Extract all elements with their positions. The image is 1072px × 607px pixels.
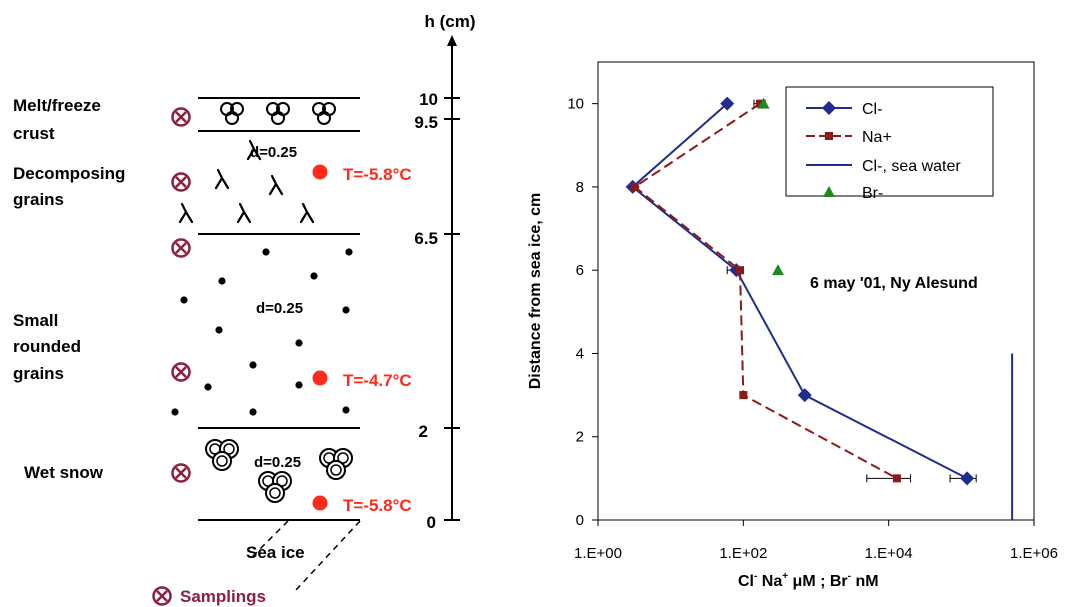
- na-point: [756, 99, 765, 108]
- y-axis-title: Distance from sea ice, cm: [527, 193, 544, 390]
- grain-size-label: d=0.25: [256, 300, 303, 317]
- sampling-icon: [171, 463, 191, 483]
- y-tick-label: 4: [576, 345, 584, 362]
- legend-label: Na+: [862, 129, 892, 146]
- temperature-label: T=-5.8°C: [343, 165, 412, 184]
- legend: Cl- Na+ Cl-, sea water Br-: [785, 86, 994, 202]
- na-point: [739, 391, 748, 400]
- y-tick-label: 0: [576, 512, 584, 529]
- snowpack-diagram: h (cm) 10 9.5 6.5 2 0 Melt/freeze crust …: [13, 12, 476, 606]
- y-tick-label: 10: [567, 96, 584, 113]
- temperature-dot: [312, 370, 328, 386]
- decomposing-grain-icon: [214, 168, 230, 190]
- y-tick-label: 8: [576, 179, 584, 196]
- layer-decomposing-label: Decomposing grains: [13, 164, 130, 209]
- na-point: [630, 182, 639, 191]
- layer-wet-label: Wet snow: [24, 463, 104, 482]
- wet-grain-icon: [205, 439, 239, 471]
- decomposing-grain-icon: [299, 202, 315, 224]
- sampling-legend-label: Samplings: [180, 587, 266, 606]
- x-tick-label: 1.E+00: [574, 545, 622, 562]
- sampling-icon: [171, 362, 191, 382]
- decomposing-grain-icon: [236, 202, 252, 224]
- sampling-legend-icon: [152, 586, 172, 606]
- cl-point: [797, 388, 812, 403]
- br-point: [823, 186, 835, 197]
- br-point: [757, 97, 770, 109]
- height-label-9.5: 9.5: [414, 113, 438, 132]
- x-axis-title: Cl- Na+ μM ; Br- nM: [738, 571, 879, 590]
- layer-crust-label: Melt/freeze crust: [13, 96, 106, 143]
- grain-size-label: d=0.25: [250, 144, 297, 161]
- cl-point: [720, 96, 735, 111]
- chart-annotation: 6 may '01, Ny Alesund: [810, 275, 978, 292]
- na-point: [736, 266, 745, 275]
- cl-point: [960, 471, 975, 486]
- na-point: [892, 474, 901, 483]
- x-tick-label: 1.E+04: [865, 545, 913, 562]
- legend-label: Cl-, sea water: [862, 158, 961, 175]
- decomposing-grain-icon: [268, 174, 284, 196]
- legend-label: Cl-: [862, 101, 882, 118]
- height-label-2: 2: [419, 422, 428, 441]
- ion-profile-chart: 1.E+00 1.E+02 1.E+04 1.E+06 0 2 4 6 8 10 6 may '0…: [527, 61, 1058, 590]
- sea-ice-label: Sea ice: [246, 543, 305, 562]
- na-line: [633, 102, 898, 480]
- small-grains: [171, 248, 353, 416]
- temperature-label: T=-5.8°C: [343, 496, 412, 515]
- sea-ice-line: [251, 520, 289, 558]
- legend-label: Br-: [862, 185, 883, 202]
- y-tick-label: 6: [576, 262, 584, 279]
- layer-small-label: Small rounded grains: [13, 311, 86, 383]
- sampling-icon: [171, 172, 191, 192]
- height-axis-arrow: [447, 35, 457, 46]
- height-label-6.5: 6.5: [414, 229, 438, 248]
- height-axis-label: h (cm): [425, 12, 476, 31]
- br-point: [772, 264, 785, 276]
- temperature-label: T=-4.7°C: [343, 371, 412, 390]
- plot-area: [597, 61, 1035, 521]
- decomposing-grain-icon: [178, 202, 194, 224]
- crust-grain-icon: [220, 102, 244, 125]
- wet-grain-icon: [258, 471, 292, 503]
- sampling-icon: [171, 107, 191, 127]
- height-label-0: 0: [427, 513, 436, 532]
- legend-box: [785, 86, 994, 197]
- crust-grain-icon: [266, 102, 290, 125]
- sampling-icon: [171, 238, 191, 258]
- temperature-dot: [312, 495, 328, 511]
- wet-grain-icon: [319, 448, 353, 480]
- sea-ice-line: [295, 520, 361, 591]
- crust-grain-icon: [312, 102, 336, 125]
- x-tick-label: 1.E+02: [719, 545, 767, 562]
- grain-size-label: d=0.25: [254, 454, 301, 471]
- temperature-dot: [312, 164, 328, 180]
- y-tick-label: 2: [576, 429, 584, 446]
- x-tick-label: 1.E+06: [1010, 545, 1058, 562]
- height-label-10: 10: [419, 90, 438, 109]
- cl-point: [822, 101, 836, 115]
- na-point: [825, 132, 833, 140]
